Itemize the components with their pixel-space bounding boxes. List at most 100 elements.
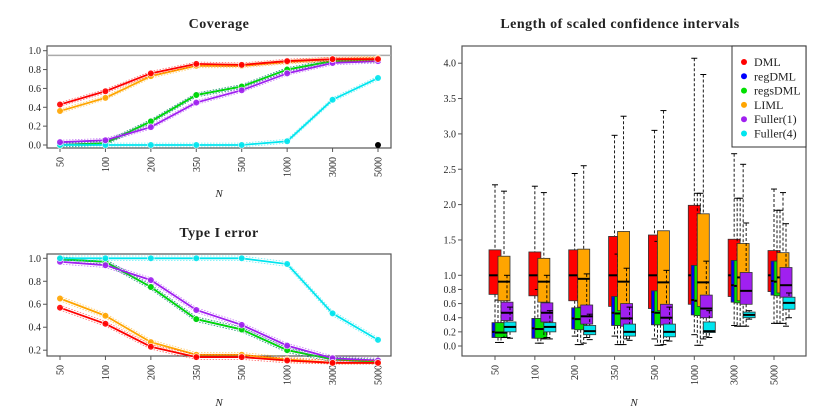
type-i-error-confidence-band (59, 256, 379, 360)
coverage-x-tick-label: 200 (146, 157, 157, 172)
coverage-data-point (147, 141, 155, 149)
coverage-series-line (60, 77, 379, 146)
type-i-error-data-point (101, 254, 110, 262)
box (663, 323, 676, 338)
type-i-error-data-point (283, 356, 291, 365)
ci-length-series-fuller4 (503, 292, 796, 342)
type-i-error-series-line (59, 306, 378, 364)
coverage-x-tick-label: 100 (101, 157, 112, 172)
ci-length-x-tick-label: 100 (530, 365, 541, 380)
legend-label: LIML (754, 98, 783, 112)
legend-marker (741, 101, 747, 108)
ci-length-y-tick-label: 2.5 (444, 165, 457, 176)
type-i-error-confidence-band (60, 255, 379, 338)
coverage-x-tick-label: 350 (192, 157, 203, 172)
type-i-error-data-point (192, 315, 200, 323)
coverage-extra-point (375, 142, 381, 148)
type-i-error-x-tick-label: 500 (237, 365, 248, 380)
coverage-data-point (147, 123, 155, 131)
ci-length-y-tick-label: 0.0 (444, 342, 457, 353)
coverage-series-line (59, 58, 378, 106)
type-i-error-y-tick-label: 0.4 (29, 323, 42, 334)
type-i-error-series-line (59, 260, 379, 362)
type-i-error-data-point (101, 261, 110, 269)
type-i-error-series-line (59, 258, 379, 363)
type-i-error-data-point (147, 283, 155, 291)
ci-length-y-tick-label: 0.2 (444, 327, 457, 338)
type-i-error-x-tick-label: 200 (146, 365, 157, 380)
coverage-x-label: N (214, 188, 223, 200)
coverage-confidence-band (59, 61, 379, 148)
ci-length-x-label: N (629, 397, 638, 409)
coverage-data-point (283, 137, 291, 145)
coverage-confidence-band (59, 56, 378, 103)
ci-length-x-tick-label: 3000 (730, 365, 741, 385)
type-i-error-y-tick-label: 0.2 (29, 346, 42, 357)
box (739, 272, 753, 305)
coverage-confidence-band (59, 59, 379, 114)
ci-length-x-tick-label: 200 (570, 365, 581, 380)
ci-length-y-tick-label: 4.0 (444, 59, 457, 70)
coverage-y-tick-label: 0.2 (29, 122, 42, 133)
legend-marker (741, 116, 747, 123)
type-i-error-series-line (59, 297, 378, 364)
ci-length-y-tick-label: 0.4 (444, 313, 457, 324)
box (696, 213, 710, 307)
type-i-error-series-dml (56, 304, 382, 367)
type-i-error-confidence-band (59, 256, 379, 360)
type-i-error-confidence-band (59, 309, 378, 365)
coverage-series-dml (56, 55, 382, 109)
coverage-data-point (192, 60, 200, 68)
type-i-error-data-point (101, 320, 110, 328)
ci-length-title: Length of scaled confidence intervals (500, 17, 739, 32)
type-i-error-plot-frame (46, 253, 392, 357)
legend-label: Fuller(1) (754, 112, 797, 126)
coverage-series-line (59, 60, 379, 144)
ci-length-y-tick-label: 2.0 (444, 200, 457, 211)
coverage-data-point (101, 94, 110, 102)
coverage-data-point (192, 98, 200, 107)
box (583, 325, 597, 336)
ci-length-x-tick-label: 50 (491, 365, 502, 375)
type-i-error-data-point (328, 309, 337, 318)
ci-length-x-tick-label: 5000 (770, 365, 781, 385)
coverage-x-tick-label: 3000 (328, 157, 339, 177)
box (497, 255, 511, 302)
coverage-data-point (192, 141, 200, 149)
type-i-error-y-tick-label: 0.8 (29, 277, 42, 288)
type-i-error-data-point (374, 336, 382, 344)
coverage-confidence-band (59, 61, 379, 148)
coverage-data-point (56, 100, 64, 109)
box (500, 301, 514, 321)
type-i-error-series-line (60, 257, 379, 341)
coverage-data-point (56, 138, 64, 146)
coverage-series-fuller1 (56, 57, 382, 146)
type-i-error-data-point (192, 353, 200, 361)
type-i-error-x-tick-label: 1000 (283, 365, 294, 385)
legend-marker (741, 73, 747, 80)
coverage-series-line (59, 59, 379, 146)
type-i-error-confidence-band (60, 260, 379, 343)
coverage-data-point (328, 55, 337, 63)
coverage-plot-frame (46, 45, 392, 149)
legend-label: regDML (754, 69, 796, 83)
legend-label: regsDML (754, 84, 801, 98)
coverage-x-tick-label: 500 (237, 157, 248, 172)
type-i-error-series-fuller1 (56, 258, 382, 365)
type-i-error-data-point (283, 341, 291, 350)
type-i-error-data-point (147, 276, 155, 284)
coverage-data-point (101, 87, 110, 95)
coverage-confidence-band (60, 75, 379, 144)
box (617, 231, 630, 312)
coverage-y-tick-label: 1.0 (29, 46, 42, 57)
box (623, 323, 636, 337)
type-i-error-data-point (238, 353, 246, 361)
coverage-data-point (328, 96, 337, 104)
coverage-y-tick-label: 0.0 (29, 141, 42, 152)
type-i-error-x-tick-label: 3000 (328, 365, 339, 385)
type-i-error-data-point (56, 304, 64, 312)
ci-length-y-tick-label: 1.0 (444, 271, 457, 282)
coverage-data-point (283, 57, 291, 65)
